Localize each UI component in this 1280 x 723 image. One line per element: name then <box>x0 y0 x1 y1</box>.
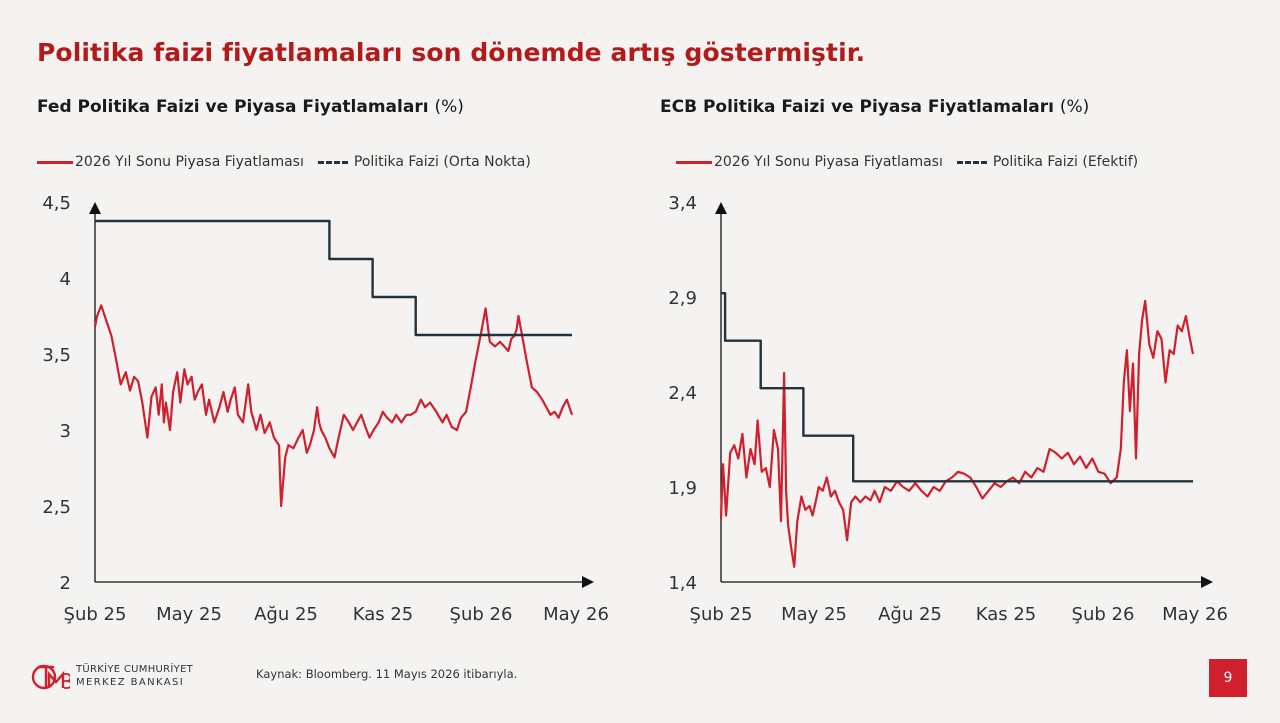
fed-legend-market-swatch <box>37 160 73 164</box>
ecb-chart-title-text: ECB Politika Faizi ve Piyasa Fiyatlamala… <box>660 97 1054 117</box>
logo-line2: MERKEZ BANKASI <box>76 677 185 688</box>
ecb-legend-market-swatch <box>676 160 712 164</box>
ecb-legend-policy-label: Politika Faizi (Efektif) <box>992 154 1139 170</box>
x-tick-label: Kas 25 <box>353 604 414 625</box>
logo-line1: TÜRKİYE CUMHURİYET <box>76 664 194 675</box>
y-tick-label: 4 <box>60 269 71 290</box>
x-tick-label: Şub 26 <box>1072 604 1135 625</box>
y-tick-label: 2 <box>60 573 71 594</box>
ecb-legend: 2026 Yıl Sonu Piyasa Fiyatlaması Politik… <box>676 154 1138 170</box>
fed-legend-market-label: 2026 Yıl Sonu Piyasa Fiyatlaması <box>75 154 304 170</box>
market-pricing-line <box>93 304 574 508</box>
x-tick-label: Şub 25 <box>690 604 753 625</box>
x-tick-label: Ağu 25 <box>254 604 318 625</box>
page-number: 9 <box>1209 659 1247 697</box>
x-tick-label: Ağu 25 <box>878 604 942 625</box>
x-tick-label: Şub 25 <box>64 604 127 625</box>
y-tick-label: 1,9 <box>668 478 697 499</box>
fed-chart: 2 2,5 3 3,5 4 4,5 Şub 25 May 25 Ağu 25 Kas 25 Şub … <box>42 193 609 625</box>
x-tick-label: Şub 26 <box>450 604 513 625</box>
y-tick-label: 3 <box>60 421 71 442</box>
y-tick-label: 1,4 <box>668 573 697 594</box>
slide-title: Politika faizi fiyatlamaları son dönemde… <box>37 38 866 67</box>
x-tick-label: Kas 25 <box>976 604 1037 625</box>
ecb-legend-policy-swatch <box>956 160 987 164</box>
tcmb-emblem-icon <box>31 664 70 690</box>
fed-chart-unit: (%) <box>434 97 464 117</box>
tcmb-logo: TÜRKİYE CUMHURİYET MERKEZ BANKASI <box>30 660 193 692</box>
x-tick-label: May 26 <box>1162 604 1228 625</box>
fed-legend-policy-label: Politika Faizi (Orta Nokta) <box>353 154 531 170</box>
y-axis-arrow <box>715 202 727 214</box>
fed-legend-policy-swatch <box>317 160 348 164</box>
x-tick-label: May 26 <box>543 604 609 625</box>
x-tick-label: May 25 <box>781 604 847 625</box>
fed-legend: 2026 Yıl Sonu Piyasa Fiyatlaması Politik… <box>37 154 531 170</box>
ecb-chart-unit: (%) <box>1059 97 1090 117</box>
y-tick-label: 2,4 <box>668 383 697 404</box>
y-tick-label: 2,5 <box>42 497 71 518</box>
policy-rate-line <box>95 219 572 337</box>
y-tick-label: 3,4 <box>668 193 697 214</box>
y-axis-arrow <box>89 202 101 214</box>
x-axis-arrow <box>1201 576 1213 588</box>
fed-chart-title: Fed Politika Faizi ve Piyasa Fiyatlamala… <box>37 97 464 117</box>
y-tick-label: 4,5 <box>42 193 71 214</box>
y-tick-label: 3,5 <box>42 345 71 366</box>
source-note: Kaynak: Bloomberg. 11 Mayıs 2026 itibarı… <box>256 667 518 681</box>
ecb-legend-market-label: 2026 Yıl Sonu Piyasa Fiyatlaması <box>714 154 943 170</box>
x-axis-arrow <box>582 576 594 588</box>
y-tick-label: 2,9 <box>668 288 697 309</box>
x-tick-label: May 25 <box>156 604 222 625</box>
ecb-chart-title: ECB Politika Faizi ve Piyasa Fiyatlamala… <box>660 97 1089 117</box>
market-pricing-line <box>719 299 1195 568</box>
fed-chart-title-text: Fed Politika Faizi ve Piyasa Fiyatlamala… <box>37 97 429 117</box>
ecb-chart: 1,4 1,9 2,4 2,9 3,4 Şub 25 May 25 Ağu 25 Kas 25 Ş… <box>668 193 1228 625</box>
policy-rate-line <box>721 292 1193 483</box>
